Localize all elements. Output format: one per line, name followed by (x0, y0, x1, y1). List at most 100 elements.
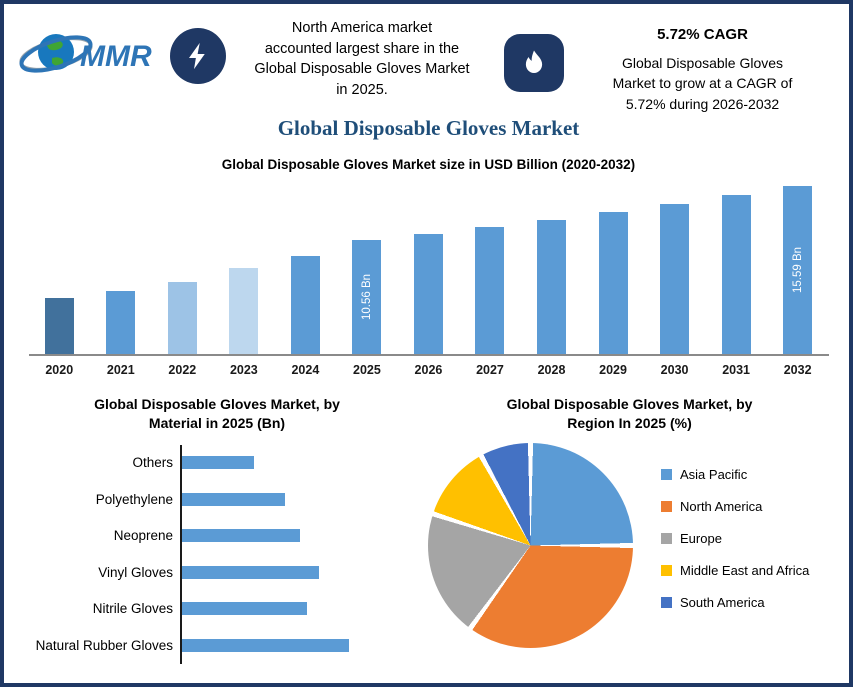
material-category-label: Vinyl Gloves (98, 564, 173, 580)
material-category-label: Natural Rubber Gloves (35, 637, 173, 653)
material-category-label: Others (132, 455, 173, 471)
bar-column (398, 233, 460, 354)
mmr-logo-graphic: MMR (19, 34, 152, 73)
legend-label: Europe (680, 530, 722, 546)
x-axis-label: 2026 (414, 362, 443, 377)
bar-column (459, 227, 521, 354)
legend-swatch (661, 500, 672, 512)
bar-column (213, 267, 275, 354)
material-bar-polyethylene (182, 492, 285, 506)
cagr-note: Global Disposable Gloves Market to grow … (612, 55, 793, 112)
material-bar-row (182, 481, 414, 518)
bar-column (644, 203, 706, 354)
legend-label: Middle East and Africa (680, 562, 810, 578)
legend-item: Middle East and Africa (661, 563, 809, 578)
material-chart-panel: Global Disposable Gloves Market, by Mate… (16, 395, 414, 664)
material-bar-vinyl-gloves (182, 565, 319, 579)
bar-2022 (167, 281, 197, 354)
bottom-section: Global Disposable Gloves Market, by Mate… (16, 395, 841, 664)
page-title: Global Disposable Gloves Market (277, 115, 580, 140)
mmr-logo: MMR (16, 14, 168, 93)
material-bar-others (182, 456, 255, 470)
material-chart-bars (180, 444, 414, 664)
pie-chart (428, 442, 633, 648)
bar-column (90, 290, 152, 354)
x-axis-label: 2023 (229, 362, 258, 377)
material-chart-title: Global Disposable Gloves Market, by Mate… (94, 395, 340, 431)
material-chart: Others Polyethylene Neoprene Vinyl Gloves Ni… (20, 444, 414, 664)
bar-2032: 15.59 Bn (783, 186, 813, 354)
header: MMR North America market accounted large… (16, 14, 841, 114)
x-axis-label: 2027 (476, 362, 504, 377)
bar-column (152, 281, 214, 354)
bar-value-label: 15.59 Bn (791, 247, 804, 294)
region-chart-content: Asia Pacific North America Europe Middle Ea… (418, 442, 841, 648)
legend-item: North America (661, 499, 809, 514)
material-bar-row (182, 518, 414, 555)
cagr-box: 5.72% CAGR Global Disposable Gloves Mark… (564, 14, 841, 114)
bar-column: 10.56 Bn (336, 240, 398, 354)
x-axis-label: 2024 (291, 362, 320, 377)
legend-swatch (661, 532, 672, 544)
flame-icon (525, 50, 543, 73)
bar-2031 (721, 195, 751, 354)
material-bar-nitrile-gloves (182, 602, 308, 616)
logo-text: MMR (80, 40, 152, 73)
legend-label: Asia Pacific (680, 466, 748, 482)
headline-left: North America market accounted largest s… (254, 20, 470, 98)
logo-orbit-front (19, 35, 93, 73)
bar-2025: 10.56 Bn (352, 240, 382, 354)
bar-2029 (598, 212, 628, 354)
legend-swatch (661, 564, 672, 576)
bar-column (29, 298, 91, 354)
x-axis-label: 2028 (537, 362, 566, 377)
bar-2030 (660, 203, 690, 354)
bar-column (705, 195, 767, 354)
lightning-icon (189, 42, 205, 70)
legend-swatch (661, 468, 672, 480)
legend-label: North America (680, 498, 763, 514)
material-bar-row (182, 627, 414, 664)
material-bar-neoprene (182, 529, 300, 543)
x-axis-label: 2025 (353, 362, 381, 377)
region-chart-title: Global Disposable Gloves Market, by Regi… (506, 395, 753, 431)
material-bar-row (182, 445, 414, 482)
bar-chart: 10.56 Bn 15.59 Bn 2020 2021 2022 2023 2024 202… (28, 184, 829, 377)
bar-column (275, 256, 337, 354)
x-axis-label: 2030 (660, 362, 689, 377)
bar-column (582, 212, 644, 354)
bar-2026 (413, 233, 443, 354)
flame-badge (504, 34, 564, 92)
bar-2024 (290, 256, 320, 354)
x-axis-label: 2020 (45, 362, 74, 377)
bar-column: 15.59 Bn (767, 186, 829, 354)
x-axis-label: 2031 (722, 362, 751, 377)
x-axis-label: 2032 (783, 362, 812, 377)
material-category-label: Neoprene (113, 528, 173, 544)
material-bar-row (182, 554, 414, 591)
bar-value-label: 10.56 Bn (360, 274, 373, 321)
material-category-label: Polyethylene (95, 491, 173, 507)
pie-legend: Asia Pacific North America Europe Middle Ea… (661, 467, 809, 648)
bar-2020 (44, 298, 74, 354)
globe-land-south (52, 57, 64, 66)
bar-2021 (106, 290, 136, 354)
bar-chart-title: Global Disposable Gloves Market size in … (221, 156, 636, 172)
material-bar-natural-rubber-gloves (182, 638, 350, 652)
bar-chart-bars: 10.56 Bn 15.59 Bn (28, 184, 829, 356)
legend-item: Europe (661, 531, 809, 546)
legend-item: Asia Pacific (661, 467, 809, 482)
bar-2027 (475, 227, 505, 354)
region-chart-panel: Global Disposable Gloves Market, by Regi… (414, 395, 841, 664)
bar-2023 (229, 267, 259, 354)
legend-item: South America (661, 595, 809, 610)
material-chart-labels: Others Polyethylene Neoprene Vinyl Gloves Ni… (20, 445, 180, 664)
bar-chart-xlabels: 2020 2021 2022 2023 2024 2025 2026 2027 2028 2029… (29, 363, 829, 377)
legend-swatch (661, 596, 672, 608)
legend-label: South America (680, 594, 765, 610)
bar-column (521, 219, 583, 354)
cagr-heading: 5.72% CAGR (657, 26, 748, 43)
bar-2028 (537, 219, 567, 354)
lightning-badge (170, 28, 226, 84)
